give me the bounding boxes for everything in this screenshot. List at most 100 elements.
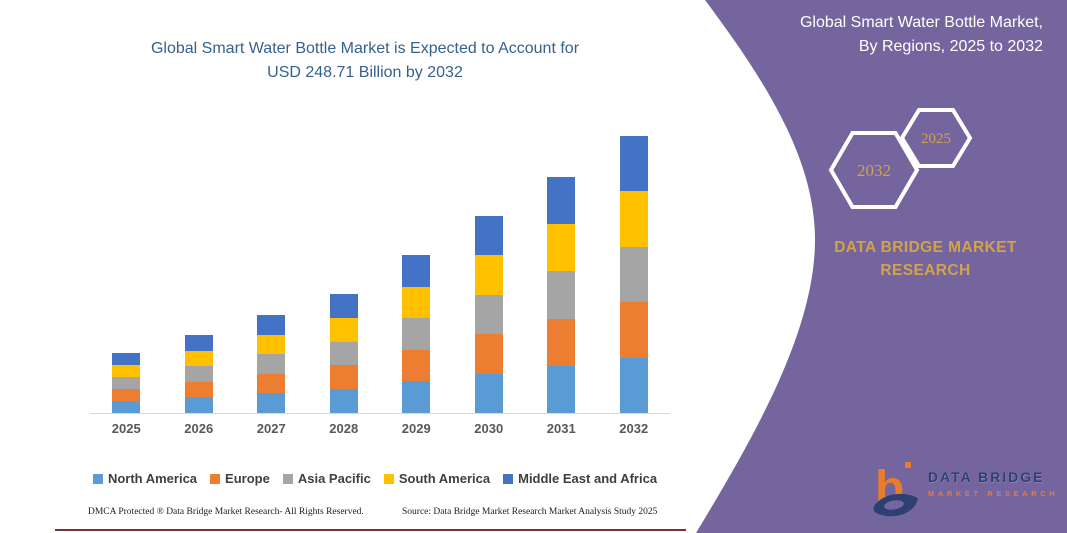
- segment-asia-pacific: [474, 294, 503, 335]
- segment-middle-east-and-africa: [329, 294, 358, 318]
- stacked-bar-2031: [547, 177, 576, 413]
- segment-south-america: [619, 191, 648, 247]
- dbmr-logo-icon: b: [873, 462, 918, 517]
- plot-area: [90, 120, 670, 414]
- x-axis: 2025 2026 2027 2028 2029 2030 2031 2032: [90, 421, 670, 436]
- segment-middle-east-and-africa: [474, 216, 503, 256]
- x-axis-label-2028: 2028: [329, 421, 359, 436]
- legend-swatch-north-america: [92, 473, 103, 484]
- segment-asia-pacific: [184, 366, 213, 382]
- segment-north-america: [619, 357, 648, 413]
- logo-text: DATA BRIDGE MARKET RESEARCH: [928, 460, 1058, 498]
- stacked-bar-2030: [474, 216, 503, 413]
- legend: North America Europe Asia Pacific South Ame…: [78, 471, 672, 486]
- segment-asia-pacific: [547, 271, 576, 319]
- segment-north-america: [547, 365, 576, 413]
- stacked-bar-2027: [257, 315, 286, 413]
- legend-swatch-asia-pacific: [282, 473, 293, 484]
- brand-line1: DATA BRIDGE MARKET: [834, 239, 1017, 256]
- legend-label-south-america: South America: [398, 471, 491, 486]
- segment-north-america: [184, 397, 213, 413]
- legend-swatch-south-america: [383, 473, 394, 484]
- segment-asia-pacific: [402, 318, 431, 350]
- x-axis-label-2029: 2029: [401, 421, 431, 436]
- segment-middle-east-and-africa: [619, 135, 648, 192]
- legend-item-asia-pacific: Asia Pacific: [282, 471, 371, 486]
- stacked-bar-2028: [329, 294, 358, 413]
- segment-asia-pacific: [619, 246, 648, 303]
- x-axis-label-2027: 2027: [256, 421, 286, 436]
- x-axis-label-2032: 2032: [619, 421, 649, 436]
- legend-label-north-america: North America: [107, 471, 198, 486]
- chart-title-line2: USD 248.71 Billion by 2032: [267, 64, 463, 81]
- segment-north-america: [474, 373, 503, 413]
- segment-middle-east-and-africa: [547, 177, 576, 225]
- segment-middle-east-and-africa: [112, 353, 141, 365]
- footer-divider-line: [55, 529, 686, 531]
- segment-south-america: [547, 224, 576, 272]
- segment-asia-pacific: [257, 354, 286, 374]
- segment-south-america: [184, 350, 213, 367]
- segment-south-america: [402, 286, 431, 319]
- segment-middle-east-and-africa: [257, 315, 286, 335]
- panel-title: Global Smart Water Bottle Market, By Reg…: [715, 11, 1043, 59]
- legend-label-middle-east-and-africa: Middle East and Africa: [518, 471, 658, 486]
- hexagon-2032-label: 2032: [857, 161, 891, 180]
- panel-title-line1: Global Smart Water Bottle Market,: [799, 14, 1043, 31]
- segment-europe: [619, 302, 648, 358]
- legend-item-north-america: North America: [92, 471, 198, 486]
- stacked-bar-2032: [619, 135, 648, 413]
- chart-title-line1: Global Smart Water Bottle Market is Expe…: [150, 40, 580, 57]
- x-axis-label-2030: 2030: [474, 421, 504, 436]
- segment-south-america: [329, 317, 358, 342]
- x-axis-label-2031: 2031: [546, 421, 576, 436]
- segment-europe: [329, 365, 358, 390]
- bar-column-2030: [453, 120, 526, 413]
- x-axis-label-2026: 2026: [184, 421, 214, 436]
- chart-title: Global Smart Water Bottle Market is Expe…: [80, 37, 650, 85]
- legend-swatch-middle-east-and-africa: [503, 473, 514, 484]
- bar-column-2029: [380, 120, 453, 413]
- segment-asia-pacific: [329, 341, 358, 366]
- segment-north-america: [112, 401, 141, 413]
- segment-asia-pacific: [112, 377, 141, 389]
- bar-column-2031: [525, 120, 598, 413]
- brand-wordmark: DATA BRIDGE MARKET RESEARCH: [798, 236, 1053, 283]
- segment-europe: [112, 389, 141, 401]
- bar-column-2026: [163, 120, 236, 413]
- bar-column-2028: [308, 120, 381, 413]
- dbmr-logo: b DATA BRIDGE MARKET RESEARCH: [872, 460, 1058, 518]
- stacked-bar-2029: [402, 255, 431, 413]
- hexagon-2025-label: 2025: [921, 131, 951, 147]
- segment-south-america: [257, 334, 286, 355]
- logo-spark-icon: [905, 462, 911, 468]
- segment-middle-east-and-africa: [402, 255, 431, 287]
- segment-europe: [547, 318, 576, 366]
- bar-column-2032: [598, 120, 671, 413]
- legend-label-europe: Europe: [225, 471, 270, 486]
- legend-item-middle-east-and-africa: Middle East and Africa: [503, 471, 657, 486]
- legend-item-south-america: South America: [383, 471, 491, 486]
- logo-subtitle: MARKET RESEARCH: [928, 489, 1059, 498]
- x-axis-label-2025: 2025: [111, 421, 141, 436]
- logo-title: DATA BRIDGE: [928, 469, 1045, 485]
- footer-source-text: Source: Data Bridge Market Research Mark…: [402, 507, 658, 517]
- segment-north-america: [402, 381, 431, 413]
- bar-column-2027: [235, 120, 308, 413]
- hexagon-2025-icon: [899, 108, 973, 168]
- segment-europe: [184, 381, 213, 398]
- brand-line2: RESEARCH: [880, 262, 971, 280]
- legend-swatch-europe: [210, 473, 221, 484]
- legend-item-europe: Europe: [210, 471, 270, 486]
- bar-column-2025: [90, 120, 163, 413]
- segment-middle-east-and-africa: [184, 335, 213, 351]
- hexagon-2032-icon: [828, 131, 920, 209]
- segment-europe: [257, 373, 286, 394]
- segment-north-america: [329, 389, 358, 413]
- segment-south-america: [112, 365, 141, 377]
- stacked-bar-2025: [112, 353, 141, 413]
- segment-north-america: [257, 393, 286, 413]
- stacked-bar-2026: [184, 335, 213, 413]
- side-panel-background: [696, 0, 1067, 533]
